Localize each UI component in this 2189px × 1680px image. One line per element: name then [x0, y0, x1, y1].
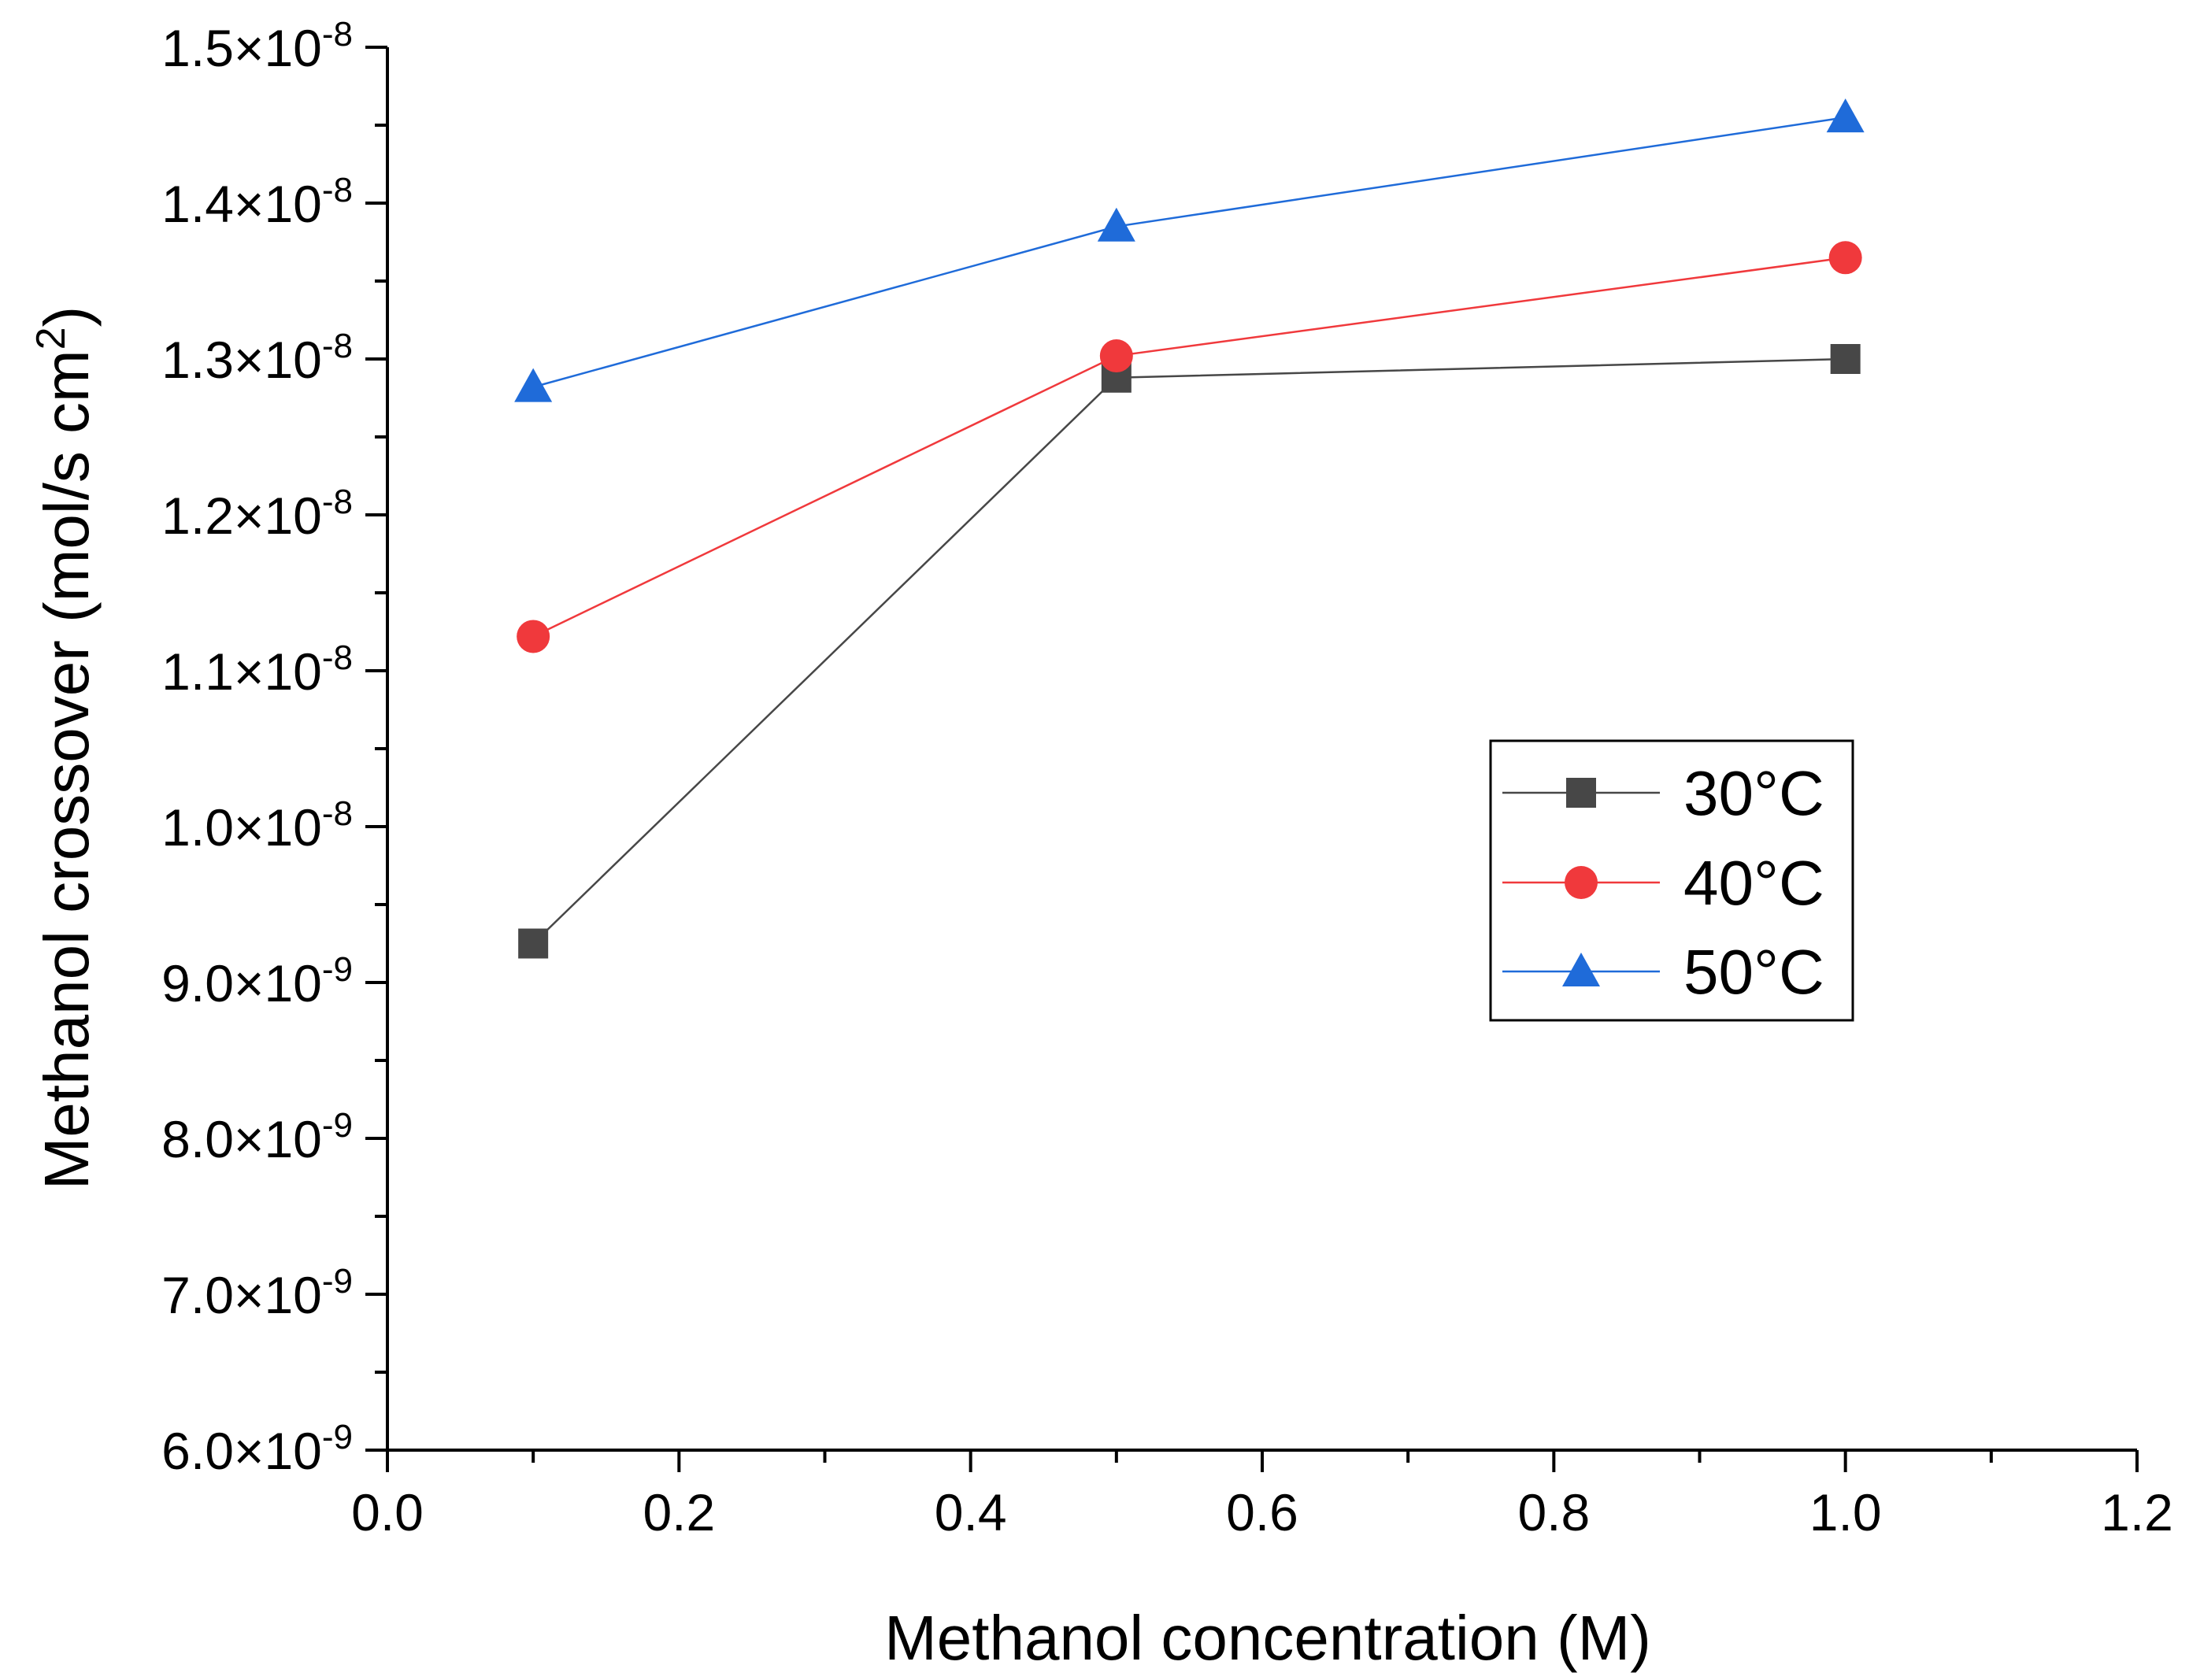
- y-axis-title-close: ): [31, 306, 102, 327]
- y-tick-label: 1.5×10-8: [161, 15, 353, 77]
- y-tick-mantissa: 1.3×10: [161, 331, 322, 389]
- data-point: [514, 368, 553, 402]
- x-tick-label: 0.2: [643, 1483, 715, 1541]
- x-tick-label: 0.8: [1517, 1483, 1590, 1541]
- y-tick-mantissa: 9.0×10: [161, 954, 322, 1012]
- legend-marker: [1565, 866, 1598, 899]
- x-tick-label: 1.0: [1809, 1483, 1882, 1541]
- x-tick-label: 0.4: [935, 1483, 1007, 1541]
- y-tick-exponent: -8: [322, 327, 353, 365]
- x-tick-label: 0.0: [351, 1483, 424, 1541]
- y-axis-title-main: Methanol crossover (mol/s cm: [31, 350, 102, 1190]
- data-point: [1099, 339, 1133, 373]
- data-point: [1828, 241, 1862, 275]
- data-point: [1826, 98, 1865, 133]
- legend-label: 30°C: [1683, 758, 1824, 828]
- x-axis-title: Methanol concentration (M): [884, 1603, 1651, 1673]
- data-point: [1097, 207, 1135, 242]
- y-tick-label: 1.4×10-8: [161, 171, 353, 233]
- y-tick-exponent: -8: [322, 171, 353, 209]
- y-tick-label: 7.0×10-9: [161, 1262, 353, 1324]
- y-tick-mantissa: 8.0×10: [161, 1110, 322, 1168]
- y-axis-title: Methanol crossover (mol/s cm2): [28, 306, 102, 1190]
- series-2: [514, 98, 1865, 402]
- y-tick-mantissa: 6.0×10: [161, 1422, 322, 1480]
- legend-marker: [1566, 778, 1596, 808]
- y-tick-label: 1.2×10-8: [161, 483, 353, 545]
- y-tick-exponent: -8: [322, 483, 353, 521]
- x-tick-label: 1.2: [2101, 1483, 2173, 1541]
- y-tick-mantissa: 7.0×10: [161, 1266, 322, 1324]
- data-point: [517, 620, 550, 653]
- y-tick-labels: 6.0×10-97.0×10-98.0×10-99.0×10-91.0×10-8…: [161, 15, 353, 1480]
- legend-label: 40°C: [1683, 848, 1824, 918]
- x-tick-label: 0.6: [1226, 1483, 1298, 1541]
- y-tick-label: 1.3×10-8: [161, 327, 353, 389]
- y-tick-exponent: -8: [322, 638, 353, 677]
- y-tick-label: 1.1×10-8: [161, 638, 353, 701]
- y-axis-title-sup: 2: [28, 327, 74, 350]
- axes: [386, 47, 2137, 1452]
- y-tick-mantissa: 1.5×10: [161, 19, 322, 77]
- y-tick-label: 1.0×10-8: [161, 794, 353, 857]
- legend-label: 50°C: [1683, 937, 1824, 1007]
- x-tick-labels: 0.0 0.2 0.4 0.6 0.8 1.0 1.2: [351, 1483, 2173, 1541]
- y-tick-mantissa: 1.4×10: [161, 175, 322, 233]
- y-tick-exponent: -9: [322, 1106, 353, 1145]
- y-tick-mantissa: 1.0×10: [161, 798, 322, 857]
- data-point: [1830, 344, 1861, 374]
- tick-marks: [365, 46, 2139, 1472]
- legend-box: [1489, 739, 1854, 1022]
- legend-marker: [1562, 953, 1600, 986]
- y-tick-mantissa: 1.1×10: [161, 642, 322, 701]
- y-tick-mantissa: 1.2×10: [161, 487, 322, 545]
- y-tick-exponent: -9: [322, 1418, 353, 1456]
- legend: 30°C 40°C 50°C: [1489, 739, 1854, 1022]
- y-tick-exponent: -8: [322, 794, 353, 833]
- data-point: [518, 928, 549, 959]
- y-tick-label: 9.0×10-9: [161, 950, 353, 1012]
- y-tick-exponent: -8: [322, 15, 353, 54]
- series-group: [514, 98, 1865, 959]
- y-tick-exponent: -9: [322, 1262, 353, 1301]
- y-tick-exponent: -9: [322, 950, 353, 989]
- series-1: [517, 241, 1862, 653]
- y-tick-label: 8.0×10-9: [161, 1106, 353, 1168]
- y-tick-label: 6.0×10-9: [161, 1418, 353, 1480]
- series-line: [532, 257, 1846, 638]
